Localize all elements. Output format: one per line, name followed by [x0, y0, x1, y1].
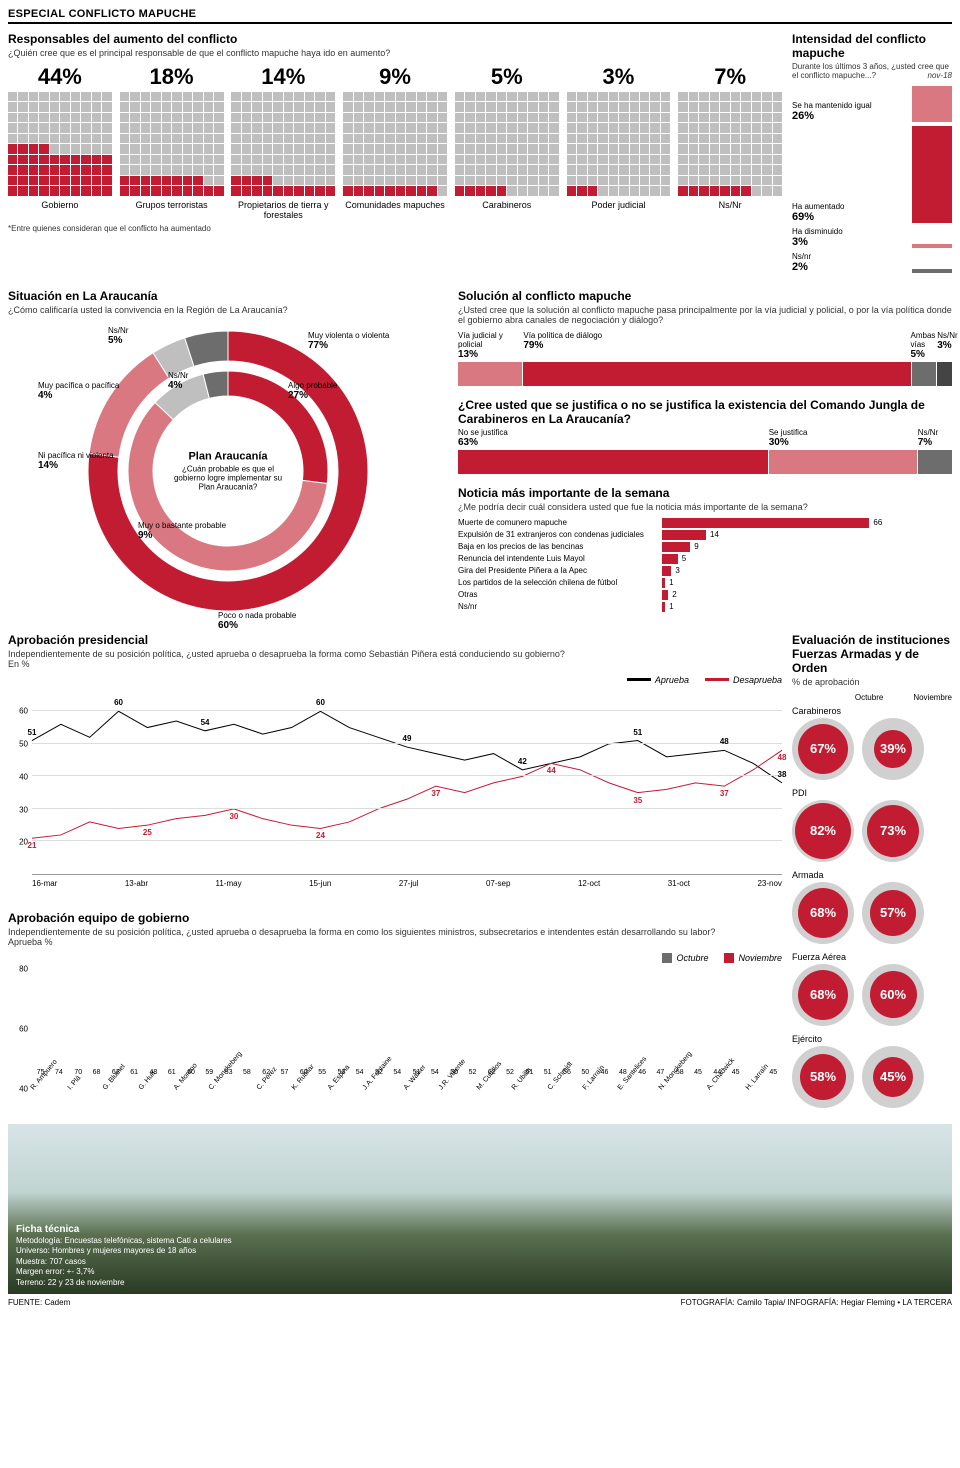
news-sub: ¿Me podría decir cuál considera usted qu… — [458, 502, 952, 512]
resp-sub: ¿Quién cree que es el principal responsa… — [8, 48, 782, 58]
resp-title: Responsables del aumento del conflicto — [8, 32, 782, 46]
inst-nov-label: Noviembre — [913, 693, 952, 702]
intens-bars: Se ha mantenido igual26%Ha aumentado69%H… — [792, 86, 952, 273]
news-title: Noticia más importante de la semana — [458, 486, 952, 500]
gov-legend: OctubreNoviembre — [8, 953, 782, 963]
intens-sub: Durante los últimos 3 años, ¿usted cree … — [792, 62, 952, 80]
footer-left: FUENTE: Cadem — [8, 1298, 70, 1307]
jungla-bar — [458, 450, 952, 474]
resp-waffles: 44%Gobierno18%Grupos terroristas14%Propi… — [8, 64, 782, 220]
apr-sub: Independientemente de su posición políti… — [8, 649, 782, 669]
page-header: ESPECIAL CONFLICTO MAPUCHE — [8, 8, 952, 24]
news-bars: Muerte de comunero mapuche66Expulsión de… — [458, 518, 952, 612]
inner-sub: ¿Cuán probable es que el gobierno logre … — [174, 464, 282, 491]
resp-item: 18%Grupos terroristas — [120, 64, 224, 220]
inst-sub: % de aprobación — [792, 677, 952, 687]
apr-chart: 2030405060 51605460494251483821253024374… — [8, 695, 782, 895]
inst-oct-label: Octubre — [855, 693, 883, 702]
resp-item: 44%Gobierno — [8, 64, 112, 220]
resp-footnote: *Entre quienes consideran que el conflic… — [8, 224, 782, 233]
sol-sub: ¿Usted cree que la solución al conflicto… — [458, 305, 952, 325]
resp-item: 5%Carabineros — [455, 64, 559, 220]
sit-sub: ¿Cómo calificaría usted la convivencia e… — [8, 305, 448, 315]
sit-title: Situación en La Araucanía — [8, 289, 448, 303]
resp-item: 9%Comunidades mapuches — [343, 64, 447, 220]
inner-title: Plan Araucanía — [168, 450, 288, 462]
donut-chart: Plan Araucanía ¿Cuán probable es que el … — [78, 321, 378, 621]
intens-title: Intensidad del conflicto mapuche — [792, 32, 952, 60]
inst-circles: Carabineros67%39%PDI82%73%Armada68%57%Fu… — [792, 706, 952, 1108]
gov-title: Aprobación equipo de gobierno — [8, 911, 782, 925]
sol-labels: Vía judicial y policial13%Vía política d… — [458, 331, 952, 360]
gov-chart: 406080 757470686261486160595358625760555… — [8, 969, 782, 1109]
jungla-title: ¿Cree usted que se justifica o no se jus… — [458, 398, 952, 426]
ficha-tecnica: Ficha técnica Metodología: Encuestas tel… — [16, 1223, 232, 1288]
apr-title: Aprobación presidencial — [8, 633, 782, 647]
inst-title: Evaluación de instituciones Fuerzas Arma… — [792, 633, 952, 675]
photo-placeholder: Ficha técnica Metodología: Encuestas tel… — [8, 1124, 952, 1294]
sol-title: Solución al conflicto mapuche — [458, 289, 952, 303]
resp-item: 7%Ns/Nr — [678, 64, 782, 220]
jungla-labels: No se justifica63%Se justifica30%Ns/Nr7% — [458, 428, 952, 448]
gov-sub: Independientemente de su posición políti… — [8, 927, 782, 947]
resp-item: 14%Propietarios de tierra y forestales — [231, 64, 335, 220]
sol-bar — [458, 362, 952, 386]
resp-item: 3%Poder judicial — [567, 64, 671, 220]
apr-legend: ApruebaDesaprueba — [8, 675, 782, 685]
footer-right: FOTOGRAFÍA: Camilo Tapia/ INFOGRAFÍA: He… — [681, 1298, 952, 1307]
